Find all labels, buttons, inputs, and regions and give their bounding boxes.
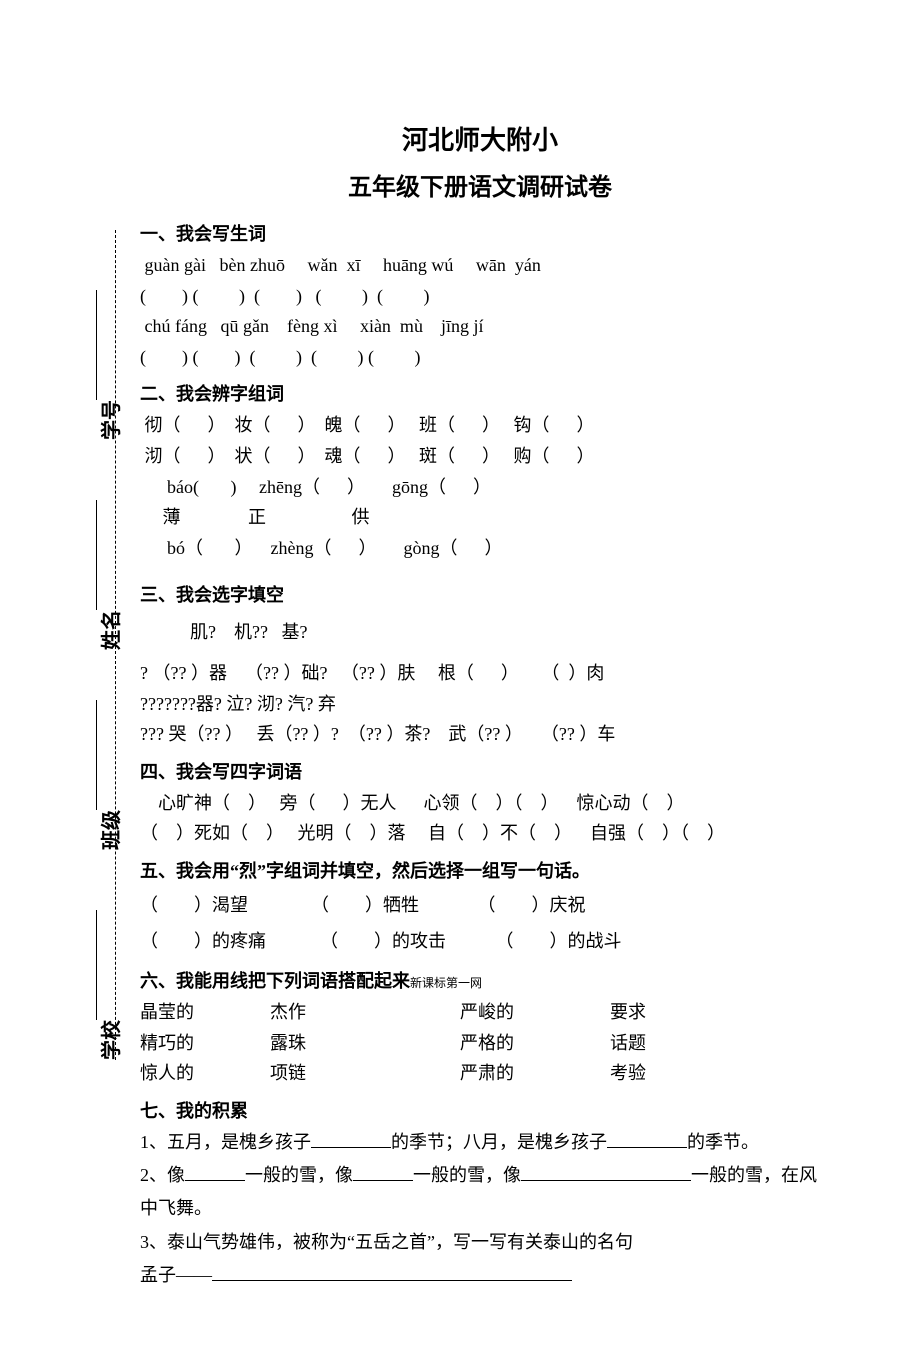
s4-line2: （ ）死如（ ） 光明（ ）落 自（ ）不（ ） 自强（ ）（ ） <box>140 818 820 849</box>
section-3-head: 三、我会选字填空 <box>140 581 820 607</box>
section-5-head: 五、我会用“烈”字组词并填空，然后选择一组写一句话。 <box>140 857 820 883</box>
page-title: 河北师大附小 <box>140 120 820 157</box>
s7-q2c: 一般的雪，像 <box>413 1165 521 1185</box>
s2-row3: báo( ) zhēng（ ） gōng（ ） <box>140 472 820 503</box>
section-1-head: 一、我会写生词 <box>140 220 820 246</box>
s6-c1: 晶莹的 <box>140 997 270 1028</box>
s2-row1: 彻（ ） 妆（ ） 魄（ ） 班（ ） 钩（ ） <box>140 410 820 441</box>
s2-row5: bó（ ） zhèng（ ） gòng（ ） <box>140 533 820 564</box>
section-2-head: 二、我会辨字组词 <box>140 380 820 406</box>
s7-q3b: 孟子—— <box>140 1260 820 1291</box>
s5-line2: （ ）的疼痛 （ ）的攻击 （ ）的战斗 <box>140 923 820 959</box>
s6-row: 晶莹的 杰作 严峻的 要求 <box>140 997 820 1028</box>
section-4-head: 四、我会写四字词语 <box>140 758 820 784</box>
blank <box>185 1180 245 1181</box>
s1-brackets-row2: ( ) ( ) ( ) ( ) ( ) <box>140 342 820 373</box>
s7-q2d: 一般的雪，在风 <box>691 1165 817 1185</box>
s6-c2: 项链 <box>270 1058 460 1089</box>
s6-c1: 惊人的 <box>140 1058 270 1089</box>
s6-c3: 严峻的 <box>460 997 610 1028</box>
s7-q2e: 中飞舞。 <box>140 1193 820 1224</box>
blank <box>521 1180 691 1181</box>
s7-q2a: 2、像 <box>140 1165 185 1185</box>
blank <box>311 1147 391 1148</box>
section-7-head: 七、我的积累 <box>140 1097 820 1123</box>
s7-q1b: 的季节；八月，是槐乡孩子 <box>391 1132 607 1152</box>
s7-q3: 3、泰山气势雄伟，被称为“五岳之首”，写一写有关泰山的名句 <box>140 1224 820 1260</box>
s1-brackets-row1: ( ) ( ) ( ) ( ) ( ) <box>140 281 820 312</box>
s2-row4: 薄 正 供 <box>140 502 820 533</box>
s6-c4: 要求 <box>610 997 646 1028</box>
s6-c3: 严格的 <box>460 1028 610 1059</box>
page-subtitle: 五年级下册语文调研试卷 <box>140 167 820 202</box>
s3-line3: ??? 哭（?? ） 丢（?? ）? （?? ）茶? 武（?? ） （?? ）车 <box>140 719 820 750</box>
s6-c4: 话题 <box>610 1028 646 1059</box>
s2-row2: 沏（ ） 状（ ） 魂（ ） 斑（ ） 购（ ） <box>140 441 820 472</box>
s7-q1a: 1、五月，是槐乡孩子 <box>140 1132 311 1152</box>
s3-line2: ???????器? 泣? 沏? 汽? 弃 <box>140 689 820 720</box>
s3-line1: ? （?? ）器 （?? ）础? （?? ）肤 根（ ） （ ）肉 <box>140 658 820 689</box>
s6-head-text: 六、我能用线把下列词语搭配起来 <box>140 971 410 991</box>
s6-c3: 严肃的 <box>460 1058 610 1089</box>
s7-q2: 2、像 一般的雪，像 一般的雪，像 一般的雪，在风 <box>140 1157 820 1193</box>
s1-pinyin-row2: chú fáng qū gǎn fèng xì xiàn mù jīng jí <box>140 311 820 342</box>
s7-q3b-text: 孟子—— <box>140 1265 212 1285</box>
s7-q1: 1、五月，是槐乡孩子 的季节；八月，是槐乡孩子 的季节。 <box>140 1127 820 1158</box>
s5-line1: （ ）渴望 （ ）牺牲 （ ）庆祝 <box>140 887 820 923</box>
s6-c1: 精巧的 <box>140 1028 270 1059</box>
s6-c4: 考验 <box>610 1058 646 1089</box>
s7-q2b: 一般的雪，像 <box>245 1165 353 1185</box>
s6-c2: 露珠 <box>270 1028 460 1059</box>
s1-pinyin-row1: guàn gài bèn zhuō wǎn xī huāng wú wān yá… <box>140 250 820 281</box>
s3-options: 肌? 机?? 基? <box>140 617 820 648</box>
s6-note: 新课标第一网 <box>410 976 482 990</box>
blank <box>607 1147 687 1148</box>
s6-c2: 杰作 <box>270 997 460 1028</box>
s7-q1c: 的季节。 <box>687 1132 759 1152</box>
blank <box>353 1180 413 1181</box>
s4-line1: 心旷神（ ） 旁（ ）无人 心领（ ）（ ） 惊心动（ ） <box>140 788 820 819</box>
page-content: 河北师大附小 五年级下册语文调研试卷 一、我会写生词 guàn gài bèn … <box>0 0 920 1350</box>
blank <box>212 1280 572 1281</box>
s6-row: 精巧的 露珠 严格的 话题 <box>140 1028 820 1059</box>
s6-row: 惊人的 项链 严肃的 考验 <box>140 1058 820 1089</box>
section-6-head: 六、我能用线把下列词语搭配起来新课标第一网 <box>140 967 820 993</box>
